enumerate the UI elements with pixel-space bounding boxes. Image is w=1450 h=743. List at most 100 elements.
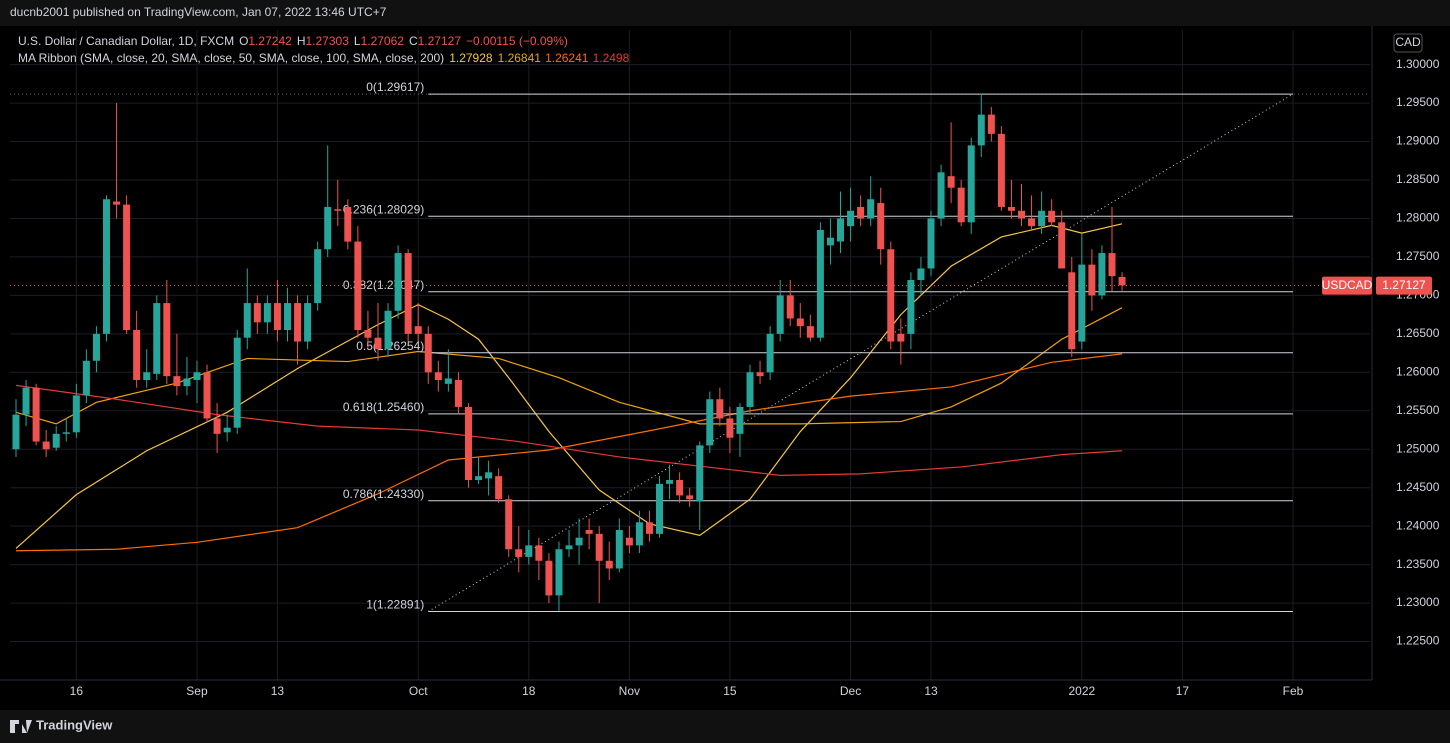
candle-body	[364, 330, 372, 338]
candle-body	[253, 303, 261, 323]
candle-body	[354, 241, 362, 330]
candle-body	[615, 530, 623, 569]
currency-button[interactable]	[1393, 33, 1423, 53]
candle-body	[183, 378, 191, 387]
candle-body	[384, 310, 392, 350]
candle-body	[374, 337, 382, 350]
logo	[10, 720, 32, 733]
footer-bar	[0, 710, 1450, 743]
candle-body	[143, 372, 151, 380]
candle-body	[696, 445, 704, 502]
candle-body	[495, 476, 503, 500]
candle-body	[826, 237, 834, 246]
candle-body	[676, 480, 684, 496]
candle-body	[52, 433, 60, 448]
candle-body	[42, 441, 50, 450]
x-tick-label: 13	[271, 684, 285, 698]
candle-body	[736, 406, 744, 434]
candle-body	[847, 210, 855, 227]
x-tick-label: 15	[723, 684, 737, 698]
candle-body	[203, 372, 211, 419]
candle-body	[625, 537, 633, 546]
candle-body	[294, 303, 302, 342]
candle-body	[283, 303, 291, 330]
candle-body	[796, 318, 804, 327]
change: −0.00115 (−0.09%)	[466, 34, 568, 48]
candle-body	[957, 187, 965, 223]
candle-body	[434, 372, 442, 380]
candle-body	[485, 472, 493, 479]
candle-body	[92, 333, 100, 361]
candle-body	[314, 249, 322, 304]
candle-body	[937, 172, 945, 219]
ma-last: 1.2498	[593, 51, 630, 65]
candle-body	[545, 560, 553, 596]
y-tick-label: 1.25500	[1396, 403, 1440, 417]
candle-body	[102, 199, 110, 334]
candle-body	[1098, 253, 1106, 296]
candle-body	[977, 114, 985, 146]
y-tick-label: 1.24500	[1396, 480, 1440, 494]
candle-body	[656, 483, 664, 534]
currency-label[interactable]: CAD	[1395, 35, 1421, 49]
ohlc-key: O	[239, 34, 248, 48]
ma-last: 1.26841	[498, 51, 542, 65]
y-tick-label: 1.28500	[1396, 172, 1440, 186]
candle-body	[12, 414, 20, 450]
candle-body	[816, 230, 824, 338]
candle-body	[987, 114, 995, 134]
candle-body	[334, 209, 342, 211]
candle-body	[706, 399, 714, 446]
candle-body	[22, 387, 30, 415]
y-tick-label: 1.24000	[1396, 518, 1440, 532]
candle-body	[243, 303, 251, 338]
y-tick-label: 1.30000	[1396, 57, 1440, 71]
ohlc-value: 1.27127	[418, 34, 462, 48]
legend-symbol: U.S. Dollar / Canadian Dollar, 1D, FXCM O…	[18, 34, 568, 48]
candle-body	[394, 253, 402, 311]
y-tick-label: 1.29000	[1396, 134, 1440, 148]
candle-body	[877, 203, 885, 250]
ma-last: 1.26241	[545, 51, 589, 65]
candle-body	[555, 549, 563, 596]
candle-body	[857, 206, 865, 219]
candle-body	[716, 399, 724, 419]
candle-body	[1068, 272, 1076, 350]
candle-body	[837, 218, 845, 242]
x-tick-label: Nov	[619, 684, 640, 698]
candle-body	[1028, 218, 1036, 227]
candle-body	[756, 372, 764, 377]
candle-body	[72, 395, 80, 433]
candle-body	[404, 253, 412, 334]
ohlc-key: C	[409, 34, 418, 48]
candle-body	[525, 545, 533, 557]
candle-body	[1038, 210, 1046, 227]
symbol: U.S. Dollar / Canadian Dollar, 1D, FXCM	[18, 34, 234, 48]
candle-body	[766, 333, 774, 373]
candle-body	[635, 522, 643, 546]
candle-body	[82, 360, 90, 396]
candle-body	[565, 545, 573, 550]
candle-body	[444, 378, 452, 384]
candle-body	[193, 372, 201, 380]
publisher: ducnb2001 published on TradingView.com, …	[10, 5, 387, 19]
candle-body	[575, 537, 583, 546]
candle-body	[233, 337, 241, 428]
candle-body	[304, 303, 312, 342]
candle-body	[1048, 210, 1056, 223]
ma-title: MA Ribbon (SMA, close, 20, SMA, close, 5…	[18, 51, 444, 65]
ohlc-key: H	[297, 34, 306, 48]
ohlc-value: 1.27062	[361, 34, 405, 48]
candle-body	[454, 380, 462, 407]
candle-body	[1058, 222, 1066, 269]
candle-body	[1108, 253, 1116, 277]
candle-body	[726, 418, 734, 438]
candle-body	[535, 545, 543, 561]
x-tick-label: 16	[70, 684, 84, 698]
y-tick-label: 1.22500	[1396, 634, 1440, 648]
candle-body	[686, 495, 694, 500]
y-tick-label: 1.27500	[1396, 249, 1440, 263]
candle-body	[806, 326, 814, 338]
